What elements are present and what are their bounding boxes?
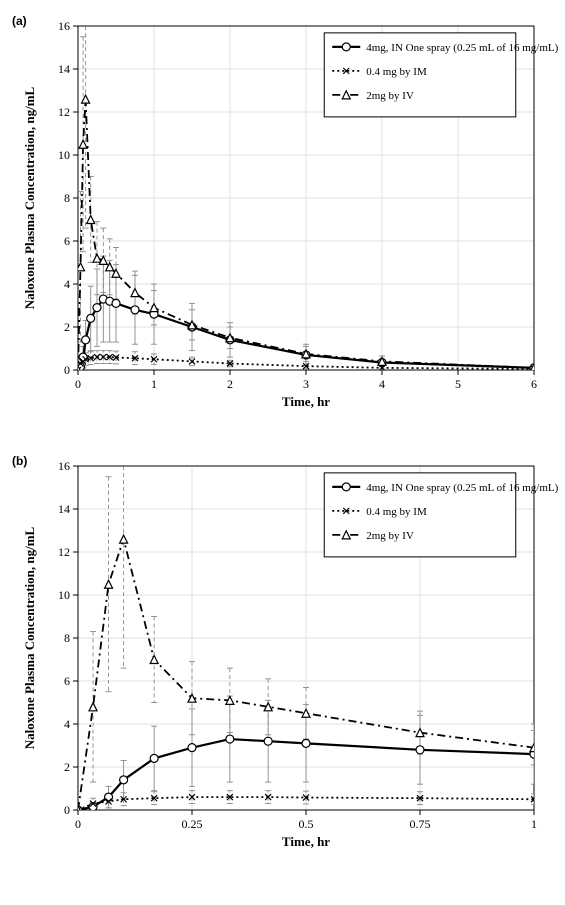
x-axis-title: Time, hr (282, 834, 330, 849)
chart-svg: 00.250.50.7510246810121416Time, hrNaloxo… (0, 440, 565, 900)
figure-root: (a) 01234560246810121416Time, hrNaloxone… (0, 0, 565, 900)
y-tick-label: 6 (64, 234, 70, 248)
y-tick-label: 0 (64, 803, 70, 817)
x-tick-label: 0 (75, 377, 81, 391)
x-tick-label: 0.75 (410, 817, 431, 831)
y-tick-label: 6 (64, 674, 70, 688)
x-tick-label: 1 (151, 377, 157, 391)
x-tick-label: 6 (531, 377, 537, 391)
y-tick-label: 0 (64, 363, 70, 377)
y-tick-label: 4 (64, 277, 70, 291)
panel-label: (b) (12, 454, 27, 468)
legend-label-im04: 0.4 mg by IM (366, 506, 427, 518)
panel-label: (a) (12, 14, 27, 28)
legend-label-in4: 4mg, IN One spray (0.25 mL of 16 mg/mL) (366, 482, 558, 494)
x-tick-label: 0 (75, 817, 81, 831)
legend-label-iv2: 2mg by IV (366, 90, 414, 102)
x-tick-label: 4 (379, 377, 385, 391)
legend-label-im04: 0.4 mg by IM (366, 66, 427, 78)
y-axis-title: Naloxone Plasma Concentration, ng/mL (22, 86, 37, 309)
y-tick-label: 2 (64, 320, 70, 334)
x-axis-title: Time, hr (282, 394, 330, 409)
y-tick-label: 12 (58, 545, 70, 559)
legend-label-in4: 4mg, IN One spray (0.25 mL of 16 mg/mL) (366, 42, 558, 54)
y-tick-label: 14 (58, 502, 70, 516)
x-tick-label: 3 (303, 377, 309, 391)
y-tick-label: 8 (64, 191, 70, 205)
y-tick-label: 16 (58, 459, 70, 473)
chart-panel: (b) 00.250.50.7510246810121416Time, hrNa… (0, 440, 565, 900)
chart-panel: (a) 01234560246810121416Time, hrNaloxone… (0, 0, 565, 440)
y-tick-label: 16 (58, 19, 70, 33)
y-axis-title: Naloxone Plasma Concentration, ng/mL (22, 526, 37, 749)
x-tick-label: 0.25 (182, 817, 203, 831)
x-tick-label: 5 (455, 377, 461, 391)
y-tick-label: 10 (58, 148, 70, 162)
x-tick-label: 1 (531, 817, 537, 831)
y-tick-label: 14 (58, 62, 70, 76)
x-tick-label: 0.5 (299, 817, 314, 831)
y-tick-label: 10 (58, 588, 70, 602)
chart-svg: 01234560246810121416Time, hrNaloxone Pla… (0, 0, 565, 440)
x-tick-label: 2 (227, 377, 233, 391)
y-tick-label: 12 (58, 105, 70, 119)
y-tick-label: 8 (64, 631, 70, 645)
y-tick-label: 4 (64, 717, 70, 731)
y-tick-label: 2 (64, 760, 70, 774)
legend-label-iv2: 2mg by IV (366, 530, 414, 542)
